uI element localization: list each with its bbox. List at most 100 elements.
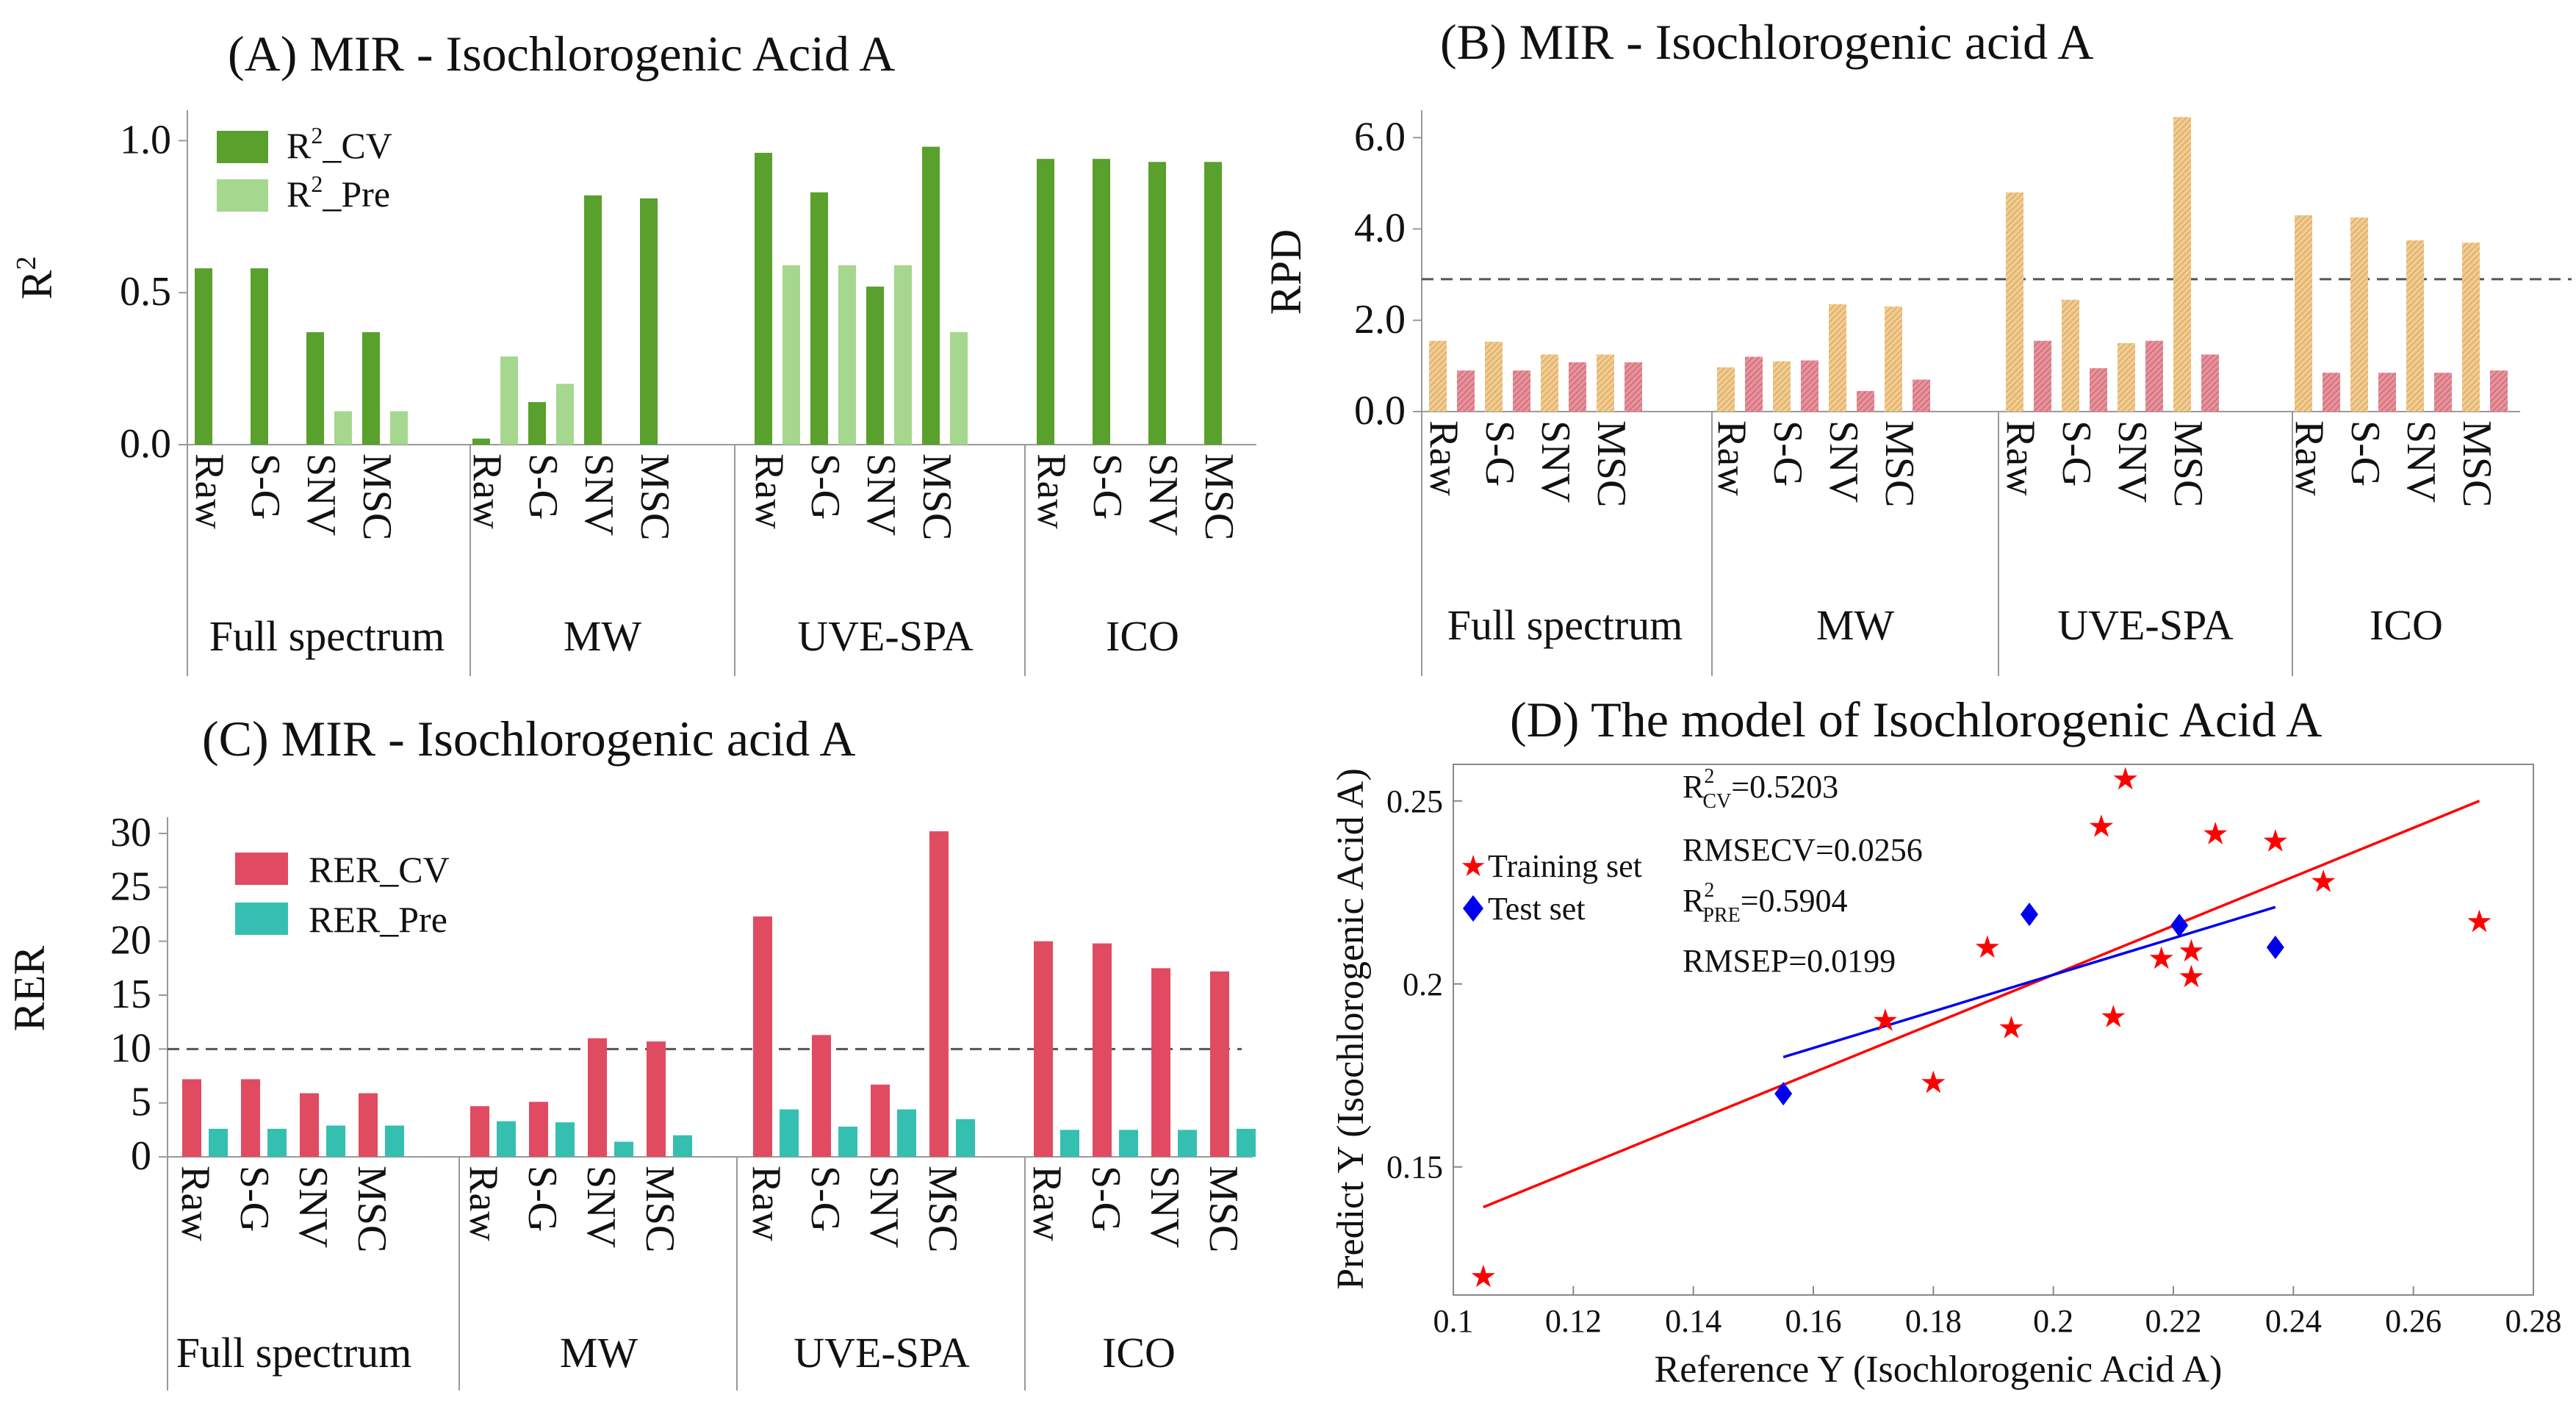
x-tick-label: 0.24: [2265, 1303, 2322, 1339]
panel-d-title: (D) The model of Isochlorogenic Acid A: [1510, 692, 2322, 747]
bar-rpd-pre-ico-snv: [2434, 373, 2452, 412]
bar-rpd-pre-mw-snv: [1857, 391, 1874, 412]
x-tick-label: 0.22: [2145, 1303, 2202, 1339]
bar-r-cv-full-spectrum-s-g: [251, 268, 268, 445]
bar-rer-pre-ico-s-g: [1119, 1130, 1138, 1157]
x-tick-label: 0.28: [2505, 1303, 2562, 1339]
category-label-full-spectrum-msc: MSC: [349, 1166, 395, 1252]
bar-rer-pre-mw-s-g: [555, 1122, 575, 1157]
category-label-ico-s-g: S-G: [2342, 420, 2388, 487]
y-tick-label: 0.25: [1386, 783, 1443, 819]
category-label-uve-spa-msc: MSC: [920, 1166, 965, 1252]
category-label-uve-spa-raw: Raw: [746, 453, 792, 529]
stat-r2-cv: R2 CV=0.5203: [1683, 765, 1838, 813]
bar-rer-pre-full-spectrum-snv: [326, 1125, 345, 1157]
bar-r-cv-uve-spa-snv: [866, 286, 884, 445]
bar-rpd-cv-full-spectrum-msc: [1597, 354, 1614, 412]
category-label-ico-s-g: S-G: [1083, 1166, 1129, 1232]
bar-rer-cv-full-spectrum-msc: [359, 1093, 378, 1157]
bar-r-cv-uve-spa-s-g: [810, 192, 828, 445]
panel-c-rer-chart: (C) MIR - Isochlorogenic acid A RER 0 5 10…: [5, 711, 1256, 1391]
bar-rpd-cv-mw-raw: [1717, 367, 1735, 412]
panel-d-scatter-chart: (D) The model of Isochlorogenic Acid A R…: [1330, 692, 2562, 1391]
category-label-uve-spa-snv: SNV: [858, 453, 904, 536]
category-label-uve-spa-s-g: S-G: [802, 453, 848, 520]
training-point-0: ★: [1469, 1260, 1497, 1294]
bar-r-pre-uve-spa-raw: [782, 265, 800, 445]
bar-rer-pre-full-spectrum-raw: [209, 1128, 228, 1157]
bar-r-pre-full-spectrum-msc: [390, 411, 408, 445]
legend-label-test: Test set: [1488, 891, 1586, 927]
bar-rpd-pre-full-spectrum-snv: [1569, 362, 1586, 412]
panel-a-category-labels: Raw S-G SNV MSC Raw S-G SNV MSC Raw S-G SNV MSC Raw S…: [187, 453, 1242, 540]
bar-rer-cv-uve-spa-raw: [753, 916, 772, 1157]
category-label-ico-msc: MSC: [2454, 420, 2500, 507]
bar-r-pre-mw-s-g: [556, 384, 574, 445]
bar-rer-cv-mw-s-g: [529, 1102, 548, 1157]
bar-rer-cv-mw-msc: [647, 1041, 666, 1157]
y-tick-label: 0.0: [1354, 388, 1406, 434]
panel-c-group-labels: Full spectrum MW UVE-SPA ICO: [176, 1329, 1176, 1377]
category-label-uve-spa-s-g: S-G: [2054, 420, 2099, 487]
legend-label-r2-pre: R2_Pre: [287, 171, 390, 215]
category-label-ico-raw: Raw: [1029, 453, 1074, 529]
category-label-mw-snv: SNV: [576, 453, 622, 536]
training-point-14: ★: [2466, 905, 2494, 939]
bar-rer-pre-ico-snv: [1178, 1130, 1197, 1157]
bar-rer-cv-mw-raw: [470, 1106, 489, 1157]
bar-rer-pre-full-spectrum-msc: [385, 1125, 404, 1157]
y-tick-label: 1.0: [120, 117, 171, 162]
group-label-uve-spa: UVE-SPA: [2057, 601, 2234, 649]
category-label-mw-raw: Raw: [461, 1166, 506, 1241]
legend-swatch-r2-cv: [217, 131, 268, 163]
bar-rer-pre-full-spectrum-s-g: [267, 1128, 287, 1157]
bar-rpd-cv-uve-spa-raw: [2006, 192, 2023, 412]
group-label-mw: MW: [564, 612, 642, 660]
y-tick-label: 20: [110, 918, 151, 964]
bar-r-cv-ico-msc: [1204, 162, 1222, 445]
x-tick-label: 0.18: [1905, 1303, 1962, 1339]
category-label-ico-snv: SNV: [1142, 1166, 1187, 1248]
bar-r-pre-mw-raw: [500, 356, 518, 445]
panel-b-group-labels: Full spectrum MW UVE-SPA ICO: [1447, 601, 2443, 649]
bar-rer-cv-uve-spa-snv: [871, 1084, 890, 1157]
bar-rer-pre-uve-spa-msc: [956, 1119, 975, 1157]
bar-rer-cv-ico-s-g: [1093, 943, 1112, 1157]
panel-d-y-axis-label: Predict Y (Isochlorogenic Acid A): [1330, 768, 1372, 1290]
bar-r-cv-full-spectrum-msc: [362, 331, 380, 445]
bar-r-cv-full-spectrum-raw: [195, 268, 212, 445]
legend-label-r2-cv: R2_CV: [287, 122, 392, 166]
y-tick-label: 15: [110, 972, 151, 1017]
training-point-10: ★: [2178, 961, 2206, 994]
category-label-ico-snv: SNV: [2398, 420, 2444, 503]
y-tick-label: 4.0: [1354, 206, 1406, 251]
bar-r-cv-full-spectrum-snv: [306, 331, 324, 445]
bar-rer-pre-mw-snv: [614, 1141, 633, 1157]
category-label-full-spectrum-snv: SNV: [1533, 420, 1578, 503]
bar-rer-pre-mw-msc: [673, 1135, 692, 1157]
panel-b-y-ticks: 0.0 2.0 4.0 6.0: [1354, 114, 1422, 434]
category-label-full-spectrum-s-g: S-G: [242, 453, 288, 520]
panel-c-category-labels: Raw S-G SNV MSC Raw S-G SNV MSC Raw S-G SNV MSC Raw S…: [173, 1166, 1246, 1252]
bar-rpd-cv-ico-msc: [2462, 243, 2480, 412]
panel-b-bars: [1429, 117, 2508, 412]
bar-rer-pre-mw-raw: [497, 1121, 516, 1157]
bar-rpd-pre-ico-s-g: [2378, 373, 2396, 412]
category-label-full-spectrum-raw: Raw: [187, 453, 232, 529]
legend-label-rer-pre: RER_Pre: [309, 899, 447, 940]
panel-b-title: (B) MIR - Isochlorogenic acid A: [1440, 14, 2093, 70]
panel-c-y-ticks: 0 5 10 15 20 25 30: [110, 810, 168, 1179]
category-label-mw-raw: Raw: [464, 453, 510, 529]
x-tick-label: 0.26: [2385, 1303, 2442, 1339]
bar-rer-cv-uve-spa-msc: [929, 831, 949, 1157]
bar-rer-pre-uve-spa-raw: [780, 1109, 799, 1157]
panel-d-y-ticks: 0.15 0.2 0.25: [1386, 783, 1462, 1185]
category-label-mw-msc: MSC: [637, 1166, 683, 1252]
legend-marker-test: [1463, 895, 1483, 922]
y-tick-label: 0.0: [120, 421, 171, 467]
group-label-full-spectrum: Full spectrum: [1447, 601, 1683, 649]
panel-d-x-ticks: 0.1 0.12 0.14 0.16 0.18 0.2 0.22 0.24 0.26 0.28: [1433, 1286, 2562, 1339]
bar-rer-cv-uve-spa-s-g: [812, 1035, 831, 1157]
training-fit-line: [1483, 800, 2480, 1209]
